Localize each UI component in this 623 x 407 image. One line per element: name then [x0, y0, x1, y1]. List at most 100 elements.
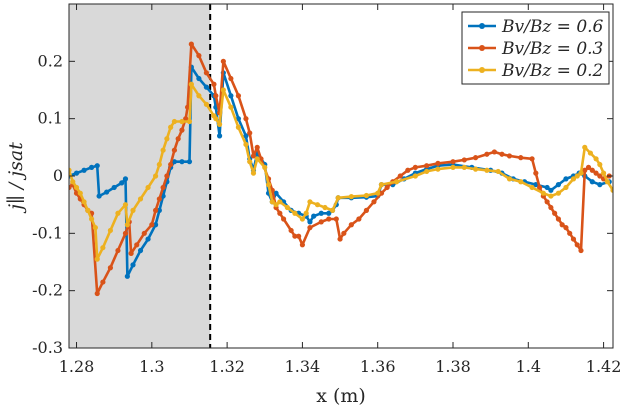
data-point [145, 184, 151, 191]
data-point [333, 216, 339, 222]
data-point [88, 216, 95, 222]
data-point [111, 184, 117, 191]
series-group [69, 41, 613, 297]
data-point [130, 262, 136, 268]
data-point [378, 190, 385, 196]
data-point [341, 230, 347, 236]
data-point [94, 256, 100, 262]
data-point [196, 53, 202, 59]
data-point [69, 167, 72, 173]
data-point [179, 127, 185, 133]
axes: 1.28 1.3 1.32 1.34 1.36 1.38 1.4 1.42 -0.3 -0.2 -0… [5, 3, 621, 407]
data-point [128, 250, 134, 256]
data-point [122, 176, 129, 182]
data-point [548, 193, 554, 199]
data-point [247, 159, 253, 165]
data-point [186, 118, 193, 125]
data-point [269, 199, 275, 205]
x-tick-label: 1.4 [516, 357, 541, 376]
x-tick-label: 1.36 [360, 357, 396, 376]
data-point [88, 164, 95, 170]
data-point [597, 173, 603, 179]
data-point [100, 279, 106, 285]
data-point [168, 161, 174, 168]
x-tick-label: 1.3 [139, 357, 164, 376]
data-point [472, 166, 479, 172]
data-point [160, 147, 166, 153]
data-point [303, 210, 309, 216]
x-axis-label: x (m) [316, 385, 366, 407]
data-point [540, 190, 546, 196]
data-point [73, 190, 80, 196]
data-point [122, 202, 129, 208]
data-point [179, 118, 185, 125]
legend-item-2: Bv/Bz = 0.3 [468, 39, 603, 59]
data-point [296, 233, 302, 239]
data-point [254, 144, 260, 150]
data-point [544, 184, 550, 191]
data-point [137, 196, 144, 202]
data-point [356, 216, 362, 222]
data-point [378, 182, 385, 188]
y-tick-label: -0.2 [32, 281, 63, 300]
data-point [548, 204, 554, 211]
data-point [570, 236, 577, 242]
data-point [582, 167, 588, 173]
data-point [593, 170, 599, 176]
data-point [164, 136, 170, 142]
data-point [250, 153, 257, 159]
data-point [250, 170, 257, 176]
series-2 [69, 41, 612, 297]
y-tick-label: -0.3 [32, 338, 63, 357]
data-point [175, 136, 181, 142]
data-point [578, 170, 584, 176]
data-point [243, 116, 249, 122]
data-point [450, 159, 456, 165]
legend-label: Bv/Bz = 0.3 [501, 39, 603, 59]
data-point [164, 173, 170, 179]
data-point [145, 236, 151, 242]
data-point [587, 150, 594, 156]
data-point [265, 182, 272, 188]
data-point [171, 159, 178, 165]
data-point [149, 222, 155, 228]
legend-item-3: Bv/Bz = 0.2 [468, 61, 603, 81]
data-point [363, 207, 370, 213]
data-point [348, 222, 354, 228]
data-point [107, 265, 114, 271]
data-point [115, 210, 121, 216]
data-point [375, 190, 381, 196]
data-point [124, 273, 130, 279]
data-point [273, 190, 279, 196]
data-point [570, 176, 577, 182]
data-point [348, 194, 354, 200]
y-tick-label: 0 [53, 166, 63, 185]
y-tick-label: 0.1 [38, 109, 63, 128]
legend-label: Bv/Bz = 0.2 [501, 61, 603, 81]
data-point [152, 222, 159, 228]
data-point [228, 75, 234, 82]
data-point [115, 247, 121, 254]
data-point [81, 167, 87, 173]
data-point [171, 147, 178, 153]
data-point [70, 179, 76, 185]
data-point [130, 207, 136, 213]
data-point [203, 70, 210, 76]
data-point [518, 179, 524, 185]
data-point [94, 163, 100, 169]
data-point [284, 204, 290, 211]
data-point [529, 184, 535, 191]
data-point [137, 247, 144, 254]
data-point [311, 213, 317, 219]
data-point [292, 210, 298, 216]
legend-label: Bv/Bz = 0.6 [501, 17, 604, 37]
data-point [280, 216, 287, 222]
y-axis-label: j∥ / jsat [5, 142, 27, 214]
data-point [533, 170, 539, 176]
data-point [100, 245, 106, 251]
data-point [85, 207, 91, 213]
data-point [152, 173, 159, 179]
data-point [563, 225, 569, 231]
data-point [94, 290, 100, 297]
data-point [393, 179, 400, 185]
